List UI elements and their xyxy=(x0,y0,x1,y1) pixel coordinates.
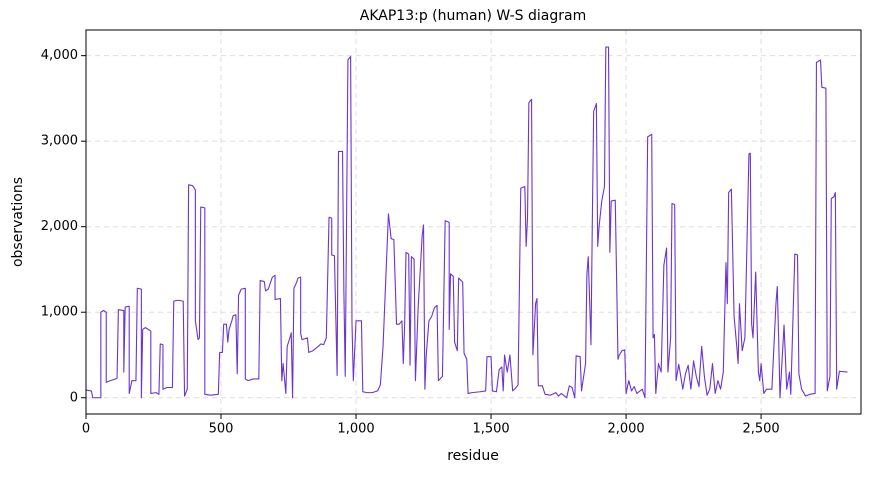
data-line xyxy=(85,46,848,399)
grid xyxy=(85,30,861,414)
plot xyxy=(85,46,848,399)
x-tick-label: 1,500 xyxy=(472,422,509,437)
x-tick-label: 2,500 xyxy=(742,422,779,437)
y-tick-label: 2,000 xyxy=(41,219,78,234)
x-tick-label: 2,000 xyxy=(607,422,644,437)
plot-frame xyxy=(85,29,862,415)
y-tick-label: 3,000 xyxy=(41,134,78,149)
x-tick-label: 0 xyxy=(82,422,90,437)
y-tick-label: 1,000 xyxy=(41,305,78,320)
y-tick-label: 4,000 xyxy=(41,48,78,63)
y-axis-label: observations xyxy=(10,177,26,267)
x-tick-label: 1,000 xyxy=(337,422,374,437)
x-axis-label: residue xyxy=(447,448,499,464)
y-tick-label: 0 xyxy=(70,390,78,405)
chart-title: AKAP13:p (human) W-S diagram xyxy=(360,8,587,24)
x-tick-label: 500 xyxy=(209,422,234,437)
